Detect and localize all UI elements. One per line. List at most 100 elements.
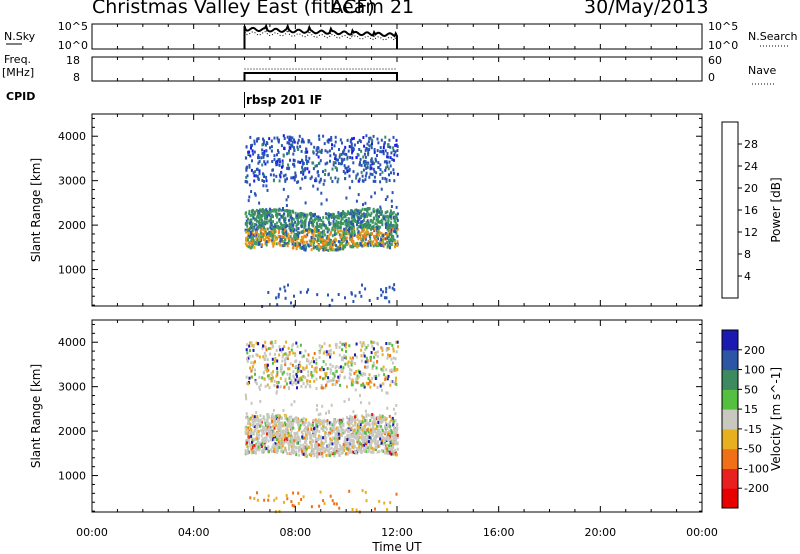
- power-point: [249, 213, 252, 217]
- velocity-point: [315, 420, 318, 424]
- velocity-point: [256, 415, 259, 418]
- power-point: [336, 245, 339, 249]
- power-point: [384, 168, 387, 172]
- power-point: [370, 158, 373, 162]
- velocity-point: [275, 447, 278, 451]
- velocity-point: [383, 439, 386, 443]
- velocity-point: [314, 432, 317, 436]
- power-point: [357, 215, 360, 219]
- power-point: [287, 163, 290, 167]
- velocity-point: [304, 421, 307, 425]
- power-point: [357, 237, 360, 241]
- power-point: [362, 136, 365, 139]
- velocity-point: [357, 425, 360, 429]
- velocity-point: [367, 430, 370, 434]
- power-point: [387, 234, 389, 238]
- power-point: [347, 149, 350, 153]
- power-point: [344, 212, 347, 216]
- velocity-point: [364, 418, 367, 422]
- power-point: [380, 150, 383, 154]
- velocity-point: [338, 447, 341, 451]
- power-point: [261, 148, 264, 152]
- velocity-point: [251, 367, 254, 371]
- velocity-point: [299, 447, 302, 451]
- power-point: [379, 180, 382, 184]
- velocity-point: [247, 382, 250, 386]
- power-point: [370, 146, 373, 150]
- velocity-point: [266, 420, 269, 424]
- nsearch-tick-bottom: 10^0: [708, 39, 738, 52]
- velocity-point: [284, 435, 287, 439]
- power-point: [350, 142, 353, 146]
- power-point: [356, 213, 359, 217]
- power-point: [333, 243, 336, 247]
- velocity-colorbar-tick-label: 15: [744, 403, 758, 416]
- power-point: [287, 141, 290, 145]
- velocity-point: [334, 439, 336, 443]
- power-point: [312, 239, 315, 243]
- power-point: [351, 179, 354, 183]
- velocity-point: [274, 435, 277, 439]
- power-point: [378, 220, 381, 224]
- velocity-point: [372, 428, 375, 432]
- velocity-point: [396, 447, 399, 451]
- power-point: [337, 162, 340, 165]
- power-point: [304, 221, 307, 225]
- velocity-point: [307, 421, 310, 425]
- power-point: [360, 170, 363, 174]
- power-point: [338, 212, 341, 216]
- power-point: [375, 218, 378, 222]
- velocity-point: [271, 438, 274, 442]
- velocity-point: [272, 408, 275, 412]
- power-point: [322, 248, 325, 252]
- velocity-point: [269, 433, 271, 437]
- power-point: [327, 293, 329, 297]
- velocity-point: [260, 429, 263, 432]
- velocity-point: [255, 341, 258, 345]
- power-point: [359, 157, 362, 161]
- velocity-point: [279, 435, 282, 439]
- power-point: [353, 230, 356, 234]
- power-point: [366, 207, 369, 211]
- velocity-point: [292, 374, 295, 378]
- velocity-point: [306, 358, 309, 361]
- power-point: [285, 204, 288, 207]
- velocity-point: [392, 347, 395, 351]
- power-point: [324, 168, 327, 172]
- velocity-point: [262, 371, 265, 375]
- power-point: [251, 243, 254, 247]
- power-point: [287, 232, 290, 236]
- velocity-point: [322, 436, 325, 440]
- velocity-point: [359, 401, 362, 405]
- velocity-point: [253, 360, 256, 364]
- velocity-point: [289, 362, 292, 366]
- velocity-point: [323, 342, 326, 346]
- velocity-point: [321, 386, 324, 390]
- power-point: [368, 226, 371, 230]
- velocity-point: [323, 501, 326, 505]
- power-point: [385, 180, 388, 184]
- velocity-point: [348, 426, 351, 430]
- velocity-point: [334, 427, 337, 431]
- power-panel-ytick-label: 1000: [58, 264, 86, 277]
- velocity-point: [372, 414, 375, 418]
- power-point: [250, 232, 253, 236]
- velocity-point: [346, 433, 349, 437]
- velocity-point: [341, 358, 344, 362]
- power-point: [256, 238, 259, 242]
- velocity-colorbar-tick-label: 100: [744, 364, 765, 377]
- velocity-point: [279, 422, 282, 426]
- power-point: [335, 232, 338, 236]
- velocity-colorbar-frame: [721, 329, 739, 509]
- power-point: [360, 226, 363, 230]
- power-point: [312, 246, 315, 250]
- power-point: [265, 179, 268, 183]
- velocity-point: [385, 348, 388, 352]
- power-point: [357, 179, 360, 183]
- power-point: [301, 213, 304, 217]
- velocity-point: [343, 376, 346, 380]
- power-point: [288, 239, 290, 242]
- power-point: [260, 227, 263, 231]
- velocity-point: [310, 505, 313, 509]
- power-point: [275, 237, 278, 241]
